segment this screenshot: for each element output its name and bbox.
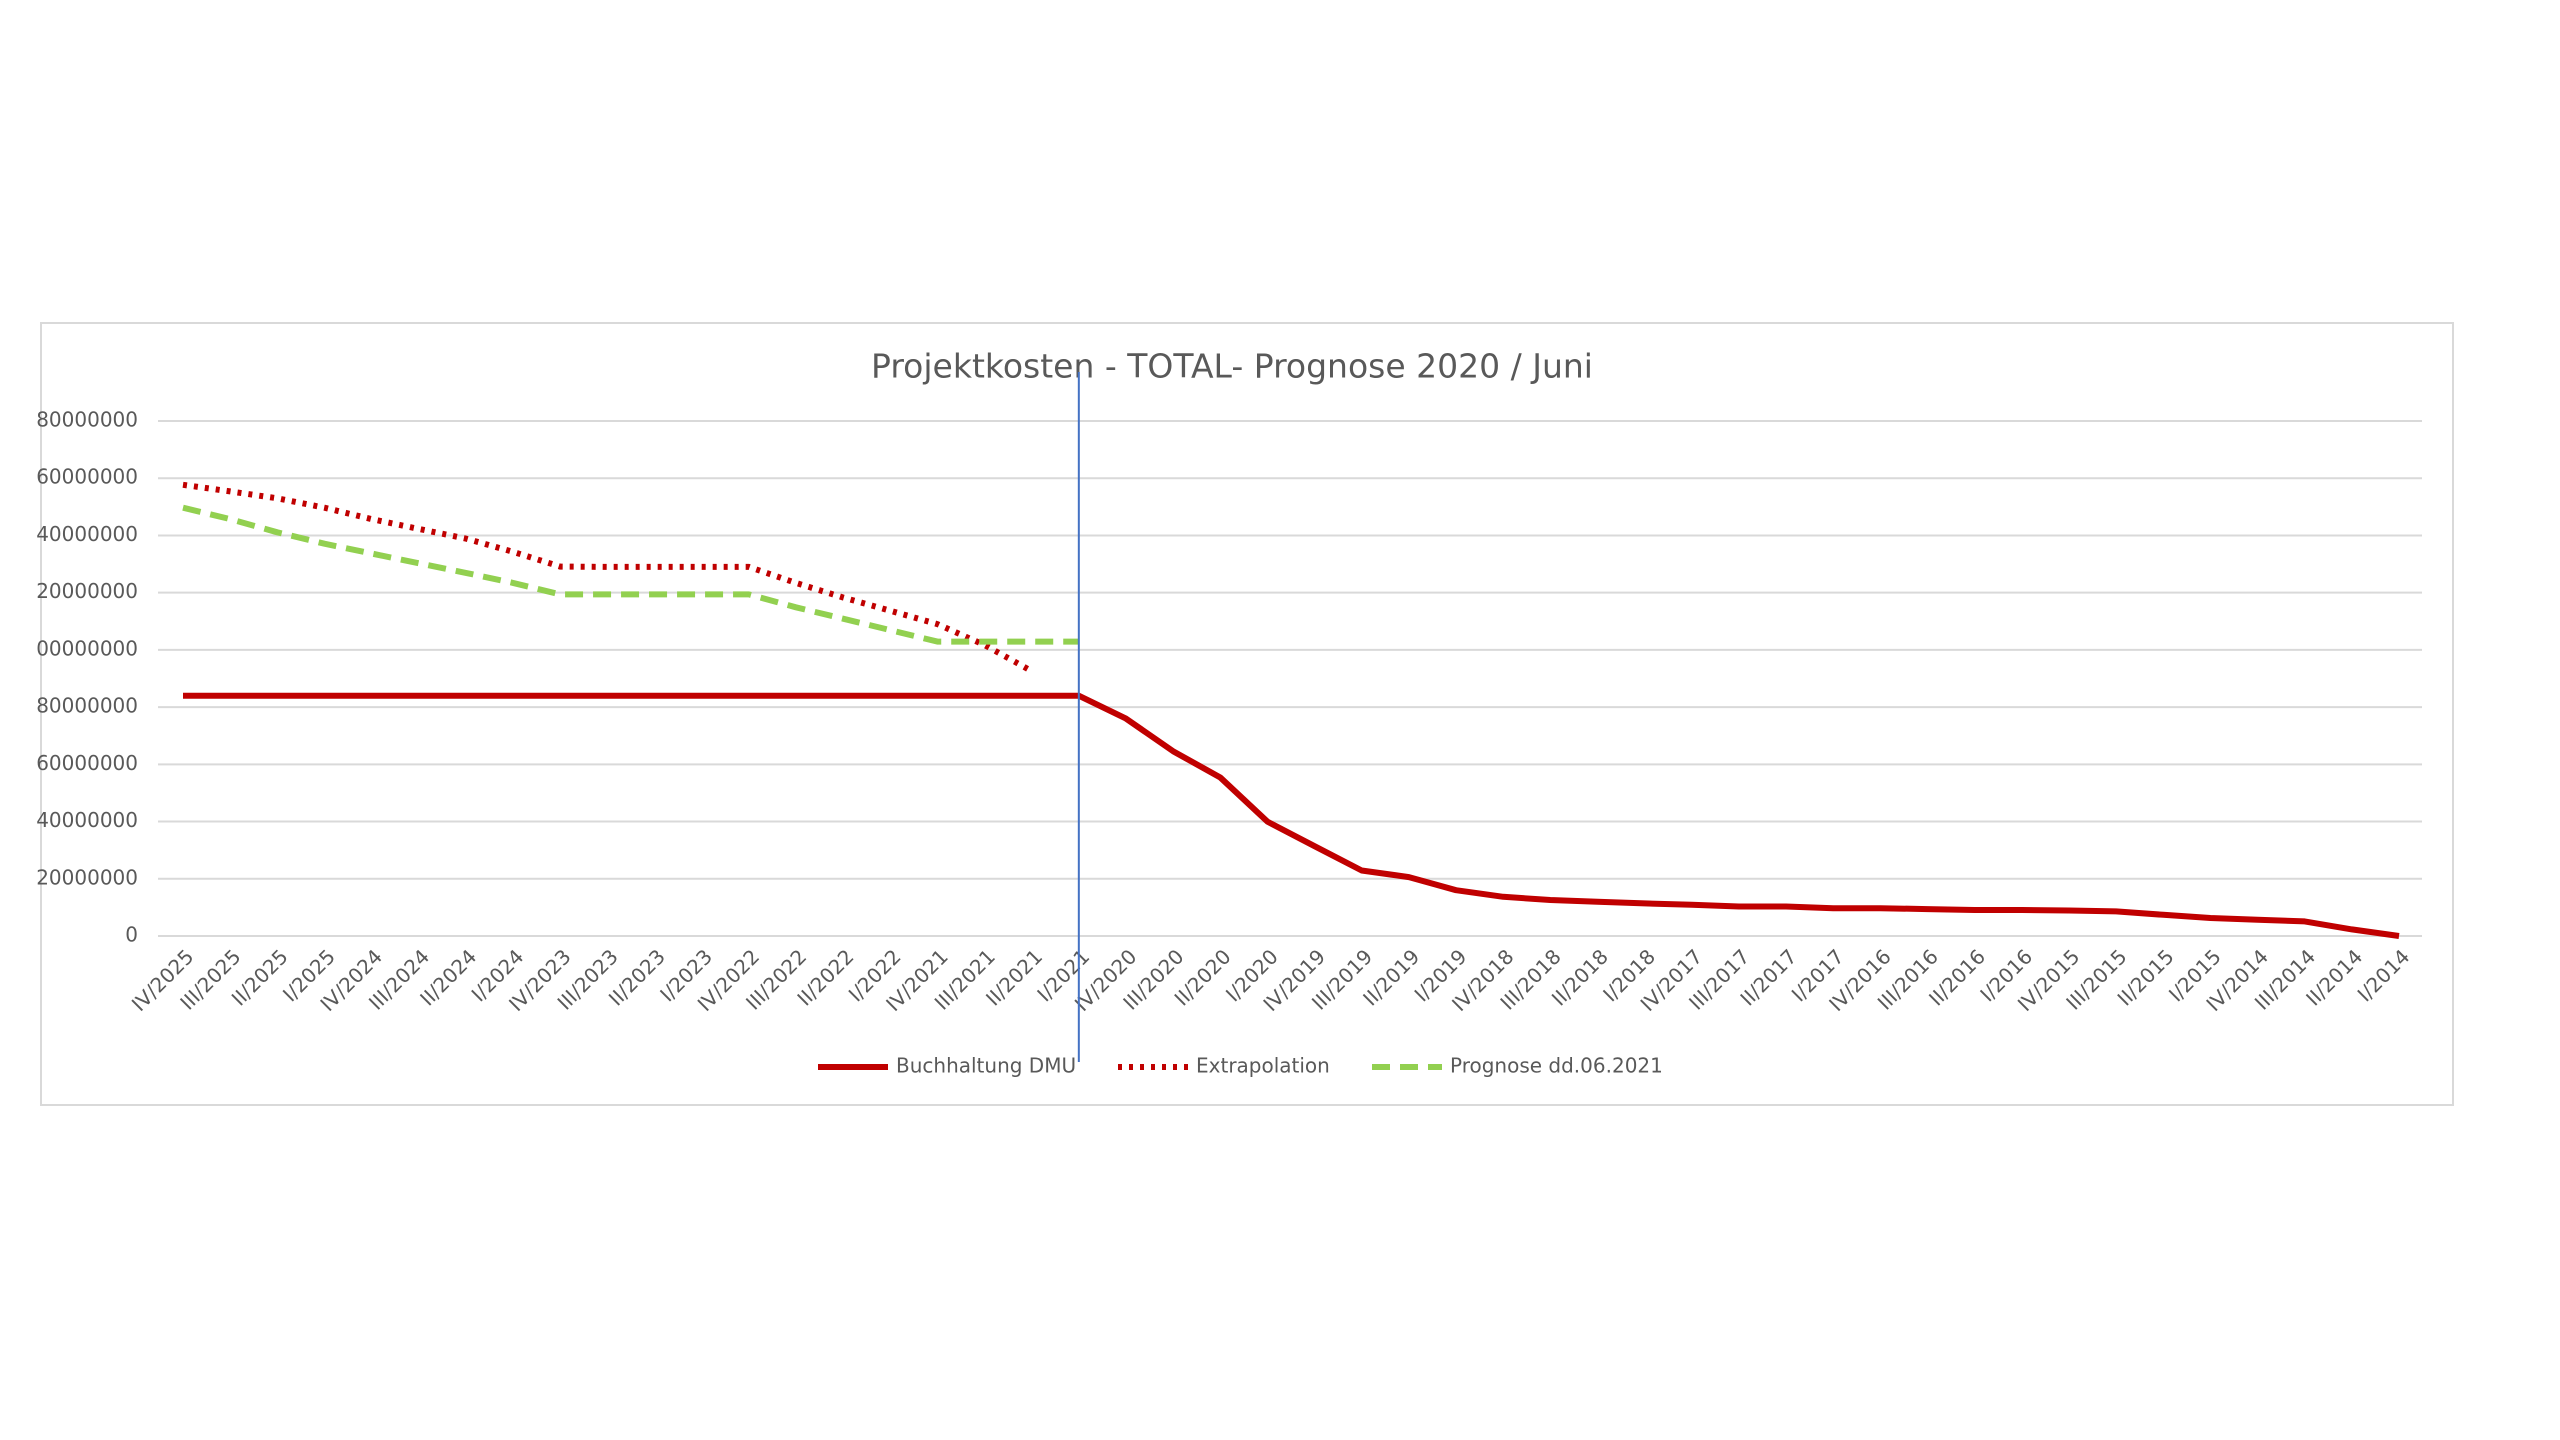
legend-label: Extrapolation [1196,1054,1330,1078]
y-tick-label: 00000000 [36,636,138,660]
y-tick-label: 20000000 [36,865,138,889]
y-tick-label: 80000000 [36,694,138,718]
legend-label: Buchhaltung DMU [896,1054,1076,1078]
series-line [183,692,2400,939]
series-line [182,481,1034,674]
y-tick-label: 40000000 [36,522,138,546]
chart-title: Projektkosten - TOTAL- Prognose 2020 / J… [871,347,1593,386]
y-tick-label: 0 [125,923,138,947]
y-tick-label: 20000000 [36,579,138,603]
legend-label: Prognose dd.06.2021 [1450,1054,1663,1078]
y-tick-label: 40000000 [36,808,138,832]
chart-frame [40,322,2454,1106]
y-tick-label: 80000000 [36,408,138,432]
series-line [182,504,1079,645]
y-tick-label: 60000000 [36,465,138,489]
y-tick-label: 60000000 [36,751,138,775]
